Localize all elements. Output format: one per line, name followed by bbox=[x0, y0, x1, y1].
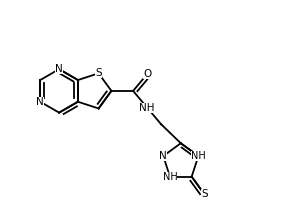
Text: NH: NH bbox=[191, 151, 206, 161]
Text: NH: NH bbox=[163, 172, 177, 182]
Text: S: S bbox=[95, 68, 102, 78]
Text: N: N bbox=[159, 151, 167, 161]
Text: O: O bbox=[143, 69, 151, 79]
Text: NH: NH bbox=[139, 103, 155, 113]
Text: S: S bbox=[201, 189, 208, 199]
Text: N: N bbox=[55, 64, 63, 74]
Text: N: N bbox=[36, 97, 44, 107]
